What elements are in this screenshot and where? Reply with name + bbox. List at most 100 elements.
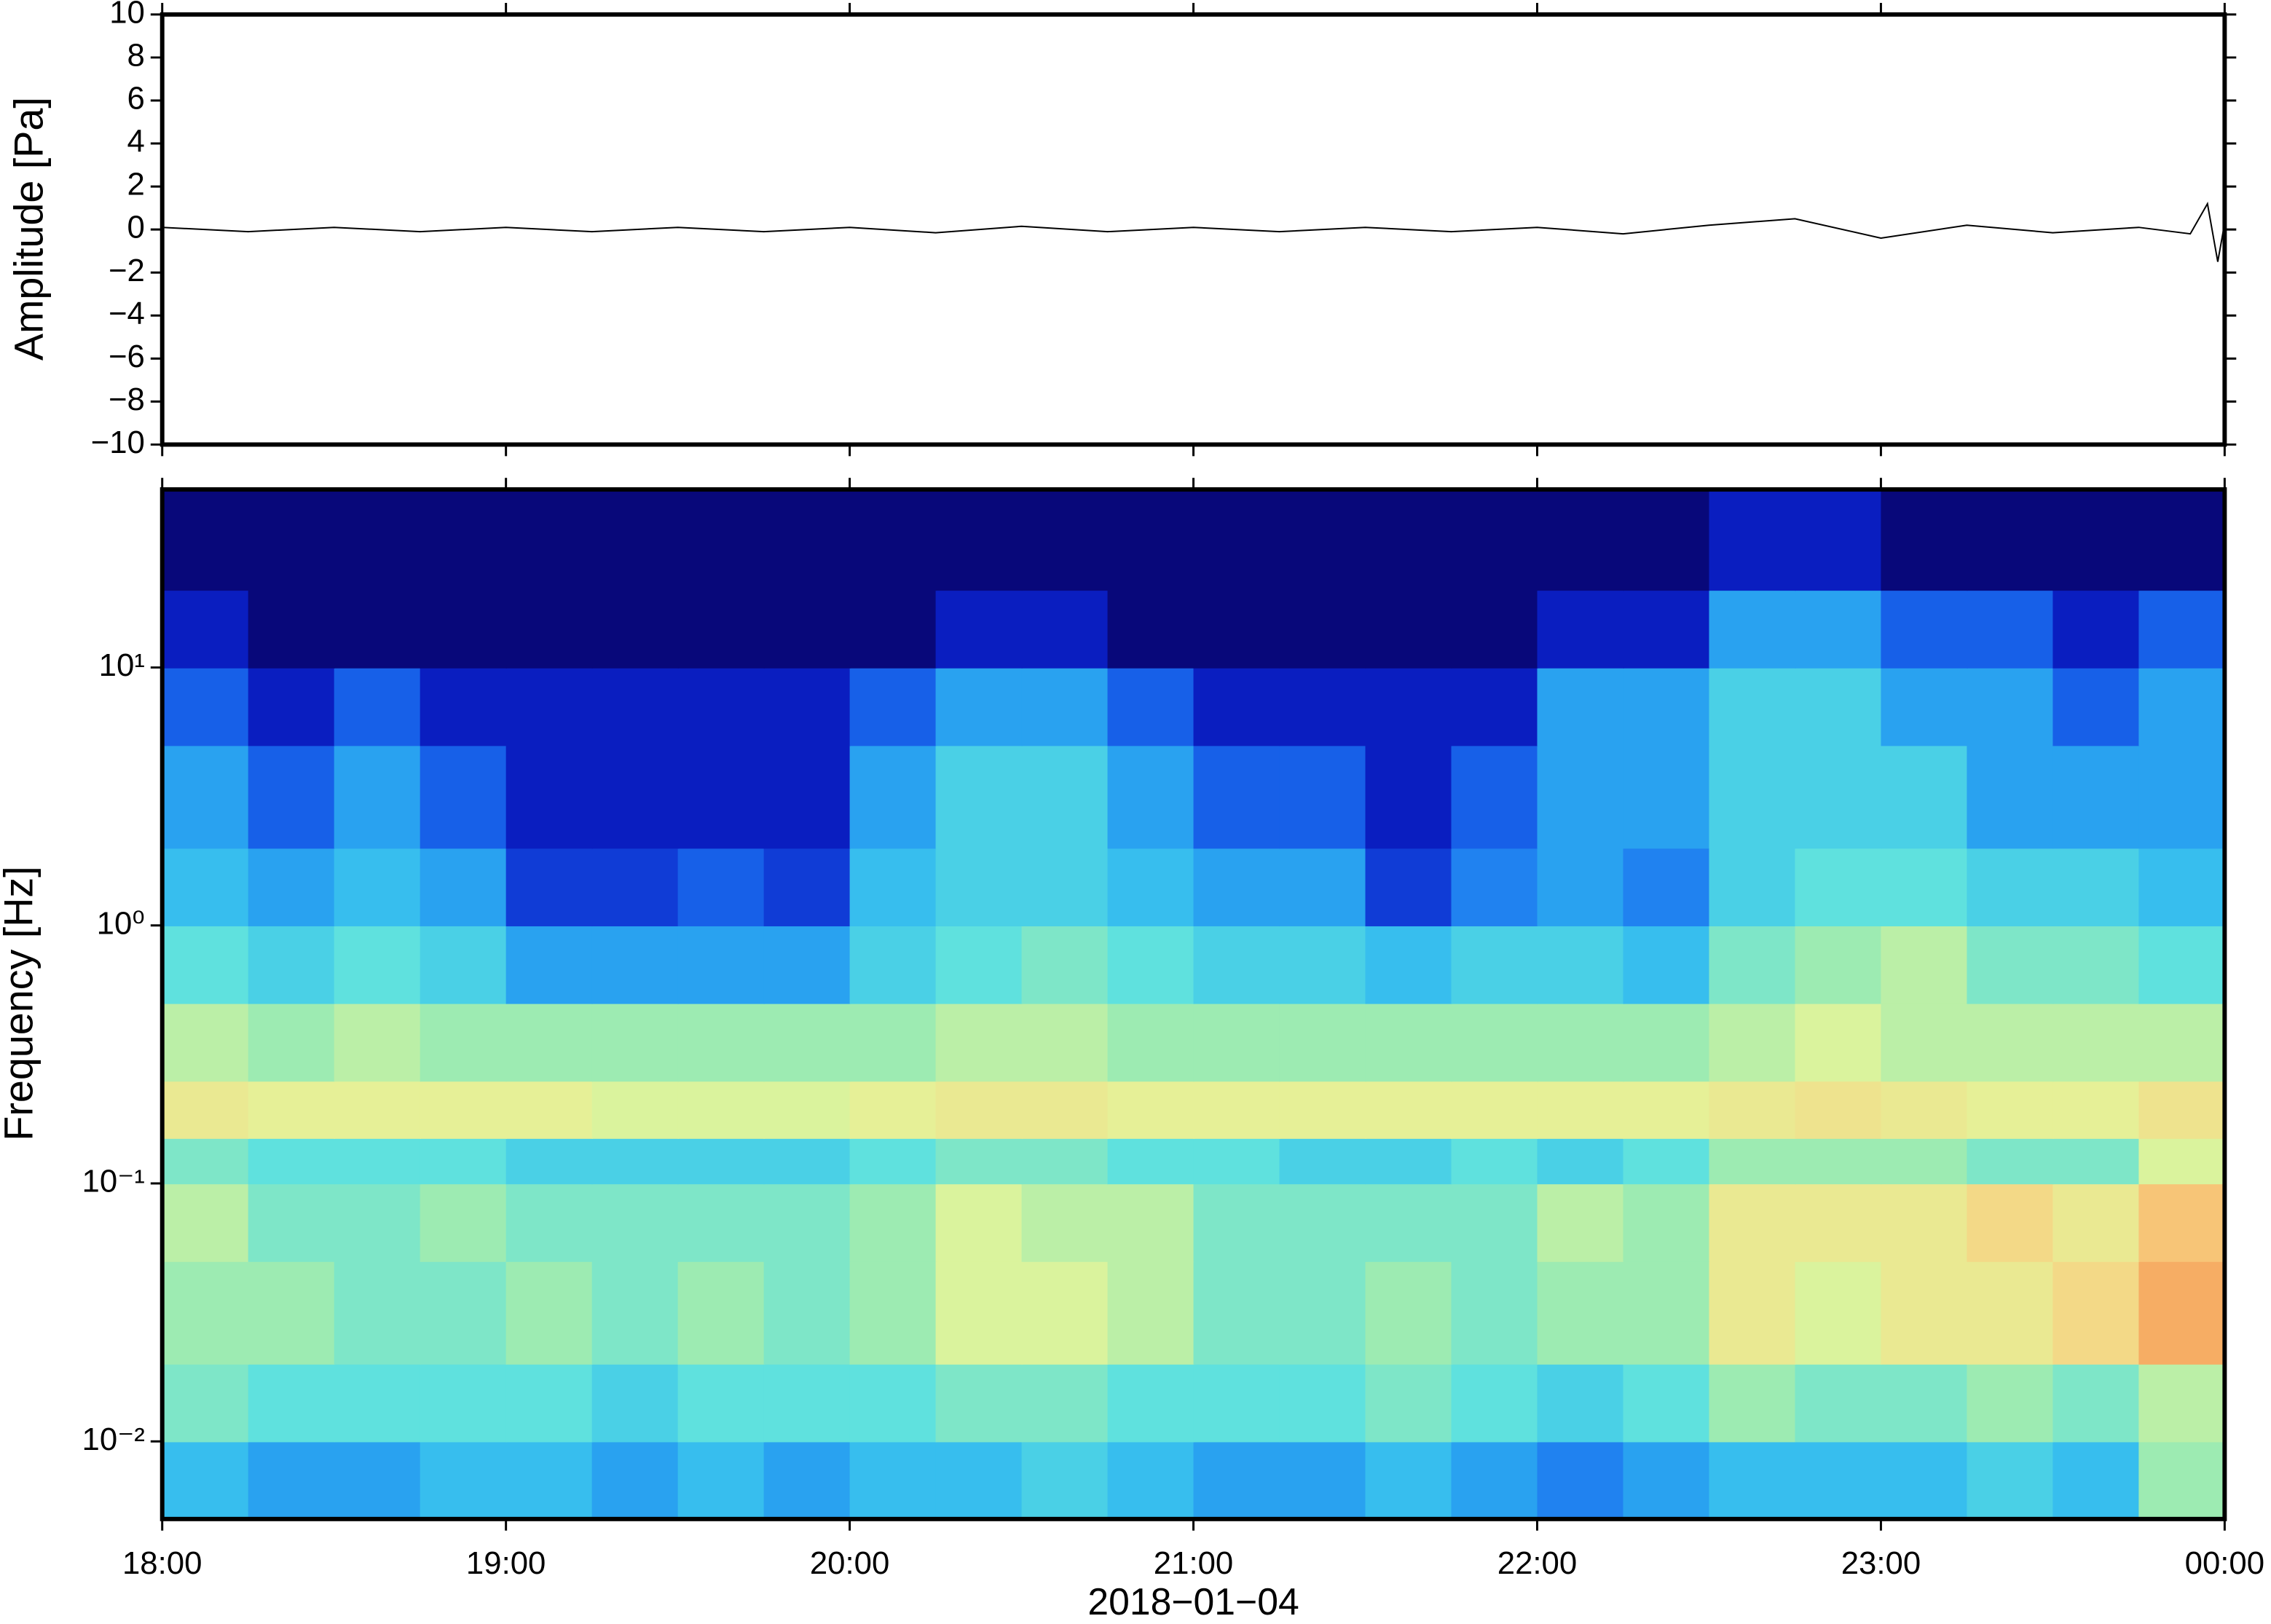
x-tick-label: 19:00 xyxy=(466,1545,546,1581)
spectrogram-cell xyxy=(677,589,765,669)
spectrogram-cell xyxy=(505,667,593,746)
spectrogram-cell xyxy=(1021,1363,1109,1443)
spectrogram-cell xyxy=(1279,1003,1366,1082)
spectrogram-cell xyxy=(1623,589,1710,669)
spectrogram-cell xyxy=(162,1261,249,1365)
spectrogram-cell xyxy=(1365,1261,1452,1365)
y-tick-label: −4 xyxy=(109,296,145,331)
spectrogram-cell xyxy=(1107,589,1194,669)
spectrogram-cell xyxy=(1193,1003,1280,1082)
y-axis-label: Amplitude [Pa] xyxy=(6,97,51,360)
spectrogram-cell xyxy=(420,1183,507,1262)
spectrogram-cell xyxy=(248,745,335,849)
spectrogram-cell xyxy=(505,1003,593,1082)
spectrogram-cell xyxy=(935,667,1023,746)
spectrogram-cell xyxy=(2052,1081,2140,1139)
spectrogram-cell xyxy=(1107,848,1194,926)
spectrogram-cell xyxy=(1193,1441,1280,1521)
spectrogram-cell xyxy=(505,1441,593,1521)
spectrogram-cell xyxy=(1365,1081,1452,1139)
spectrogram-cell xyxy=(162,1183,249,1262)
spectrogram-cell xyxy=(1451,1081,1538,1139)
spectrogram-cell xyxy=(1021,745,1109,849)
spectrogram-cell xyxy=(1709,1363,1796,1443)
spectrogram-cell xyxy=(763,1003,851,1082)
spectrogram-cell xyxy=(1967,848,2054,926)
spectrogram-cell xyxy=(763,1138,851,1185)
spectrogram-cell xyxy=(1107,1081,1194,1139)
spectrogram-cell xyxy=(1021,1441,1109,1521)
spectrogram-cell xyxy=(1193,1081,1280,1139)
spectrogram-cell xyxy=(935,1261,1023,1365)
spectrogram-cell xyxy=(420,589,507,669)
spectrogram-cell xyxy=(1107,1183,1194,1262)
spectrogram-cell xyxy=(935,1183,1023,1262)
spectrogram-cell xyxy=(935,848,1023,926)
spectrogram-cell xyxy=(677,1138,765,1185)
spectrogram-cell xyxy=(1451,745,1538,849)
spectrogram-cell xyxy=(1967,1003,2054,1082)
x-tick-label: 20:00 xyxy=(810,1545,889,1581)
spectrogram-cell xyxy=(1279,1081,1366,1139)
spectrogram-cell xyxy=(248,1081,335,1139)
spectrogram-cell xyxy=(1279,1363,1366,1443)
spectrogram-cell xyxy=(763,1363,851,1443)
spectrogram-cell xyxy=(1795,667,1882,746)
spectrogram-cell xyxy=(1451,1003,1538,1082)
spectrogram-cell xyxy=(420,1363,507,1443)
spectrogram-cell xyxy=(1881,925,1968,1004)
spectrogram-cell xyxy=(1881,1441,1968,1521)
spectrogram-cell xyxy=(1881,489,1968,591)
spectrogram-cell xyxy=(1967,1138,2054,1185)
spectrogram-cell xyxy=(505,1138,593,1185)
spectrogram-cell xyxy=(334,589,421,669)
spectrogram-cell xyxy=(505,1081,593,1139)
spectrogram-cell xyxy=(1451,489,1538,591)
spectrogram-cell xyxy=(591,1138,679,1185)
spectrogram-cell xyxy=(1365,745,1452,849)
spectrogram-cell xyxy=(1623,1261,1710,1365)
spectrogram-cell xyxy=(1709,1261,1796,1365)
spectrogram-cell xyxy=(420,745,507,849)
spectrogram-cell xyxy=(1623,1003,1710,1082)
spectrogram-cell xyxy=(1021,848,1109,926)
spectrogram-cell xyxy=(677,1183,765,1262)
spectrogram-cell xyxy=(935,745,1023,849)
spectrogram-cell xyxy=(1967,1081,2054,1139)
spectrogram-cell xyxy=(2138,1441,2226,1521)
spectrogram-cell xyxy=(248,1261,335,1365)
spectrogram-cell xyxy=(1107,745,1194,849)
spectrogram-cell xyxy=(1967,667,2054,746)
spectrogram-cell xyxy=(420,1261,507,1365)
spectrogram-cell xyxy=(1709,1081,1796,1139)
spectrogram-cell xyxy=(1967,1183,2054,1262)
spectrogram-cell xyxy=(849,1363,937,1443)
spectrogram-cell xyxy=(162,1363,249,1443)
spectrogram-cell xyxy=(1537,925,1624,1004)
spectrogram-cell xyxy=(849,589,937,669)
spectrogram-cell xyxy=(849,1441,937,1521)
spectrogram-cell xyxy=(677,1081,765,1139)
spectrogram-cell xyxy=(1365,589,1452,669)
spectrogram-cell xyxy=(591,1081,679,1139)
spectrogram-cell xyxy=(1021,1081,1109,1139)
spectrogram-cell xyxy=(420,925,507,1004)
spectrogram-cell xyxy=(2052,1138,2140,1185)
spectrogram-cell xyxy=(1967,1441,2054,1521)
spectrogram-cell xyxy=(849,848,937,926)
spectrogram-cell xyxy=(334,1003,421,1082)
y-tick-label: 10⁰ xyxy=(97,905,145,941)
spectrogram-cell xyxy=(162,1138,249,1185)
spectrogram-cell xyxy=(1881,745,1968,849)
spectrogram-cell xyxy=(1623,667,1710,746)
spectrogram-cell xyxy=(1709,1183,1796,1262)
x-tick-label: 23:00 xyxy=(1841,1545,1921,1581)
spectrogram-cell xyxy=(1193,1138,1280,1185)
spectrogram-cell xyxy=(248,489,335,591)
spectrogram-cell xyxy=(677,1003,765,1082)
spectrogram-cell xyxy=(420,1081,507,1139)
spectrogram-cell xyxy=(162,489,249,591)
spectrogram-cell xyxy=(1107,1441,1194,1521)
spectrogram-cell xyxy=(505,848,593,926)
spectrogram-cell xyxy=(1279,489,1366,591)
